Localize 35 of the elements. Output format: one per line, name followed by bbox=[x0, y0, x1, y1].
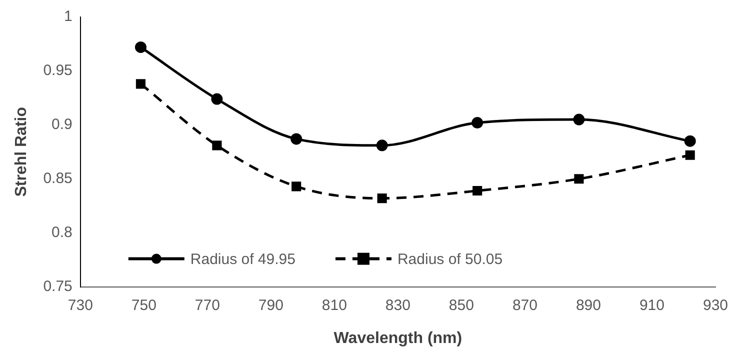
x-tick-label: 830 bbox=[385, 296, 410, 314]
y-tick-label: 0.9 bbox=[52, 116, 72, 134]
x-tick-label: 890 bbox=[576, 296, 601, 314]
point bbox=[574, 174, 584, 184]
point bbox=[211, 93, 223, 105]
point bbox=[134, 41, 146, 53]
y-tick-label: 0.75 bbox=[43, 278, 72, 295]
point bbox=[684, 135, 696, 147]
x-tick-label: 790 bbox=[258, 296, 284, 314]
point bbox=[685, 150, 695, 160]
x-tick-label: 850 bbox=[448, 296, 474, 314]
x-tick-label: 770 bbox=[194, 296, 220, 314]
x-tick-label: 730 bbox=[68, 296, 93, 314]
point bbox=[573, 114, 585, 126]
point bbox=[136, 79, 146, 89]
x-tick-label: 930 bbox=[702, 296, 728, 314]
point bbox=[472, 117, 484, 129]
point bbox=[376, 140, 388, 152]
x-tick-label: 810 bbox=[322, 296, 347, 314]
y-tick-label: 0.95 bbox=[43, 62, 72, 80]
point bbox=[377, 194, 387, 204]
point bbox=[292, 182, 302, 192]
x-tick-label: 870 bbox=[512, 296, 538, 314]
y-axis-title: Strehl Ratio bbox=[13, 106, 30, 197]
x-tick-label: 750 bbox=[131, 296, 156, 314]
point bbox=[212, 140, 222, 150]
legend-label: Radius of 49.95 bbox=[190, 250, 296, 268]
point bbox=[290, 133, 302, 145]
x-axis-title: Wavelength (nm) bbox=[334, 330, 462, 347]
x-tick-label: 910 bbox=[639, 296, 664, 314]
y-tick-label: 0.85 bbox=[43, 170, 72, 188]
point bbox=[472, 186, 482, 196]
legend-label: Radius of 50.05 bbox=[397, 250, 503, 268]
y-tick-label: 0.8 bbox=[52, 224, 72, 241]
y-tick-label: 1 bbox=[64, 8, 72, 26]
